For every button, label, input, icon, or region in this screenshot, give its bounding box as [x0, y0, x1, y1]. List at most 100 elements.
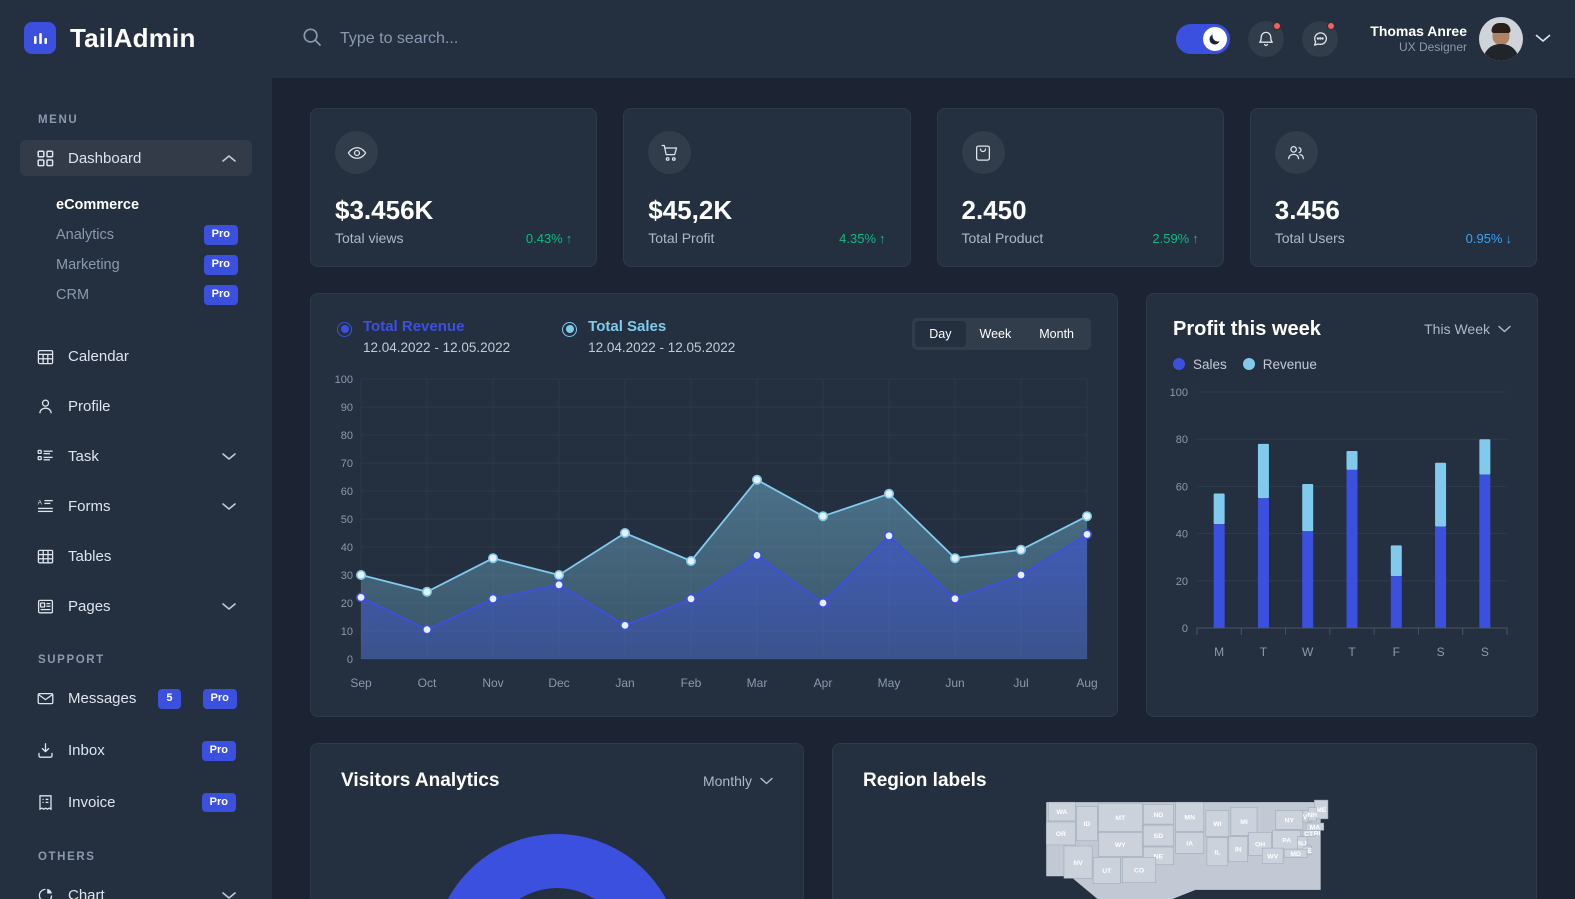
pie-chart-icon	[36, 886, 54, 899]
sidebar-subitem-ecommerce[interactable]: eCommerce	[56, 190, 252, 220]
svg-text:20: 20	[1176, 576, 1188, 588]
inbox-download-icon	[36, 742, 54, 760]
sidebar-subitem-crm[interactable]: CRM Pro	[56, 280, 252, 310]
bar-chart-container: 0 20 40 60 80 100 M T W T F S S	[1147, 372, 1537, 687]
stat-cards: $3.456K Total views 0.43% ↑	[310, 108, 1537, 267]
svg-text:SD: SD	[1153, 833, 1163, 840]
sidebar-item-calendar[interactable]: Calendar	[20, 338, 252, 374]
us-map[interactable]: WA OR ID MT ND SD MN WI MI WY NE IA IL IN OH PA NY ME VTNH…	[905, 798, 1465, 899]
stat-delta-value: 0.43%	[525, 230, 563, 246]
svg-text:OR: OR	[1055, 831, 1065, 838]
sidebar-item-label: Forms	[68, 497, 111, 515]
brand[interactable]: TailAdmin	[0, 0, 272, 54]
donut-chart-container	[311, 792, 803, 899]
svg-text:NJ: NJ	[1298, 840, 1307, 847]
svg-text:UT: UT	[1102, 868, 1112, 875]
invoice-icon	[36, 793, 54, 811]
sidebar-item-profile[interactable]: Profile	[20, 388, 252, 424]
range-selector: Day Week Month	[912, 317, 1091, 350]
nav-group-label-others: OTHERS	[38, 851, 96, 864]
svg-text:NE: NE	[1153, 853, 1163, 860]
arrow-down-icon: ↓	[1505, 230, 1513, 246]
region-labels-panel: Region labels WA OR ID MT ND SD MN WI MI WY NE IA IL…	[832, 742, 1537, 899]
sidebar-subitem-analytics[interactable]: Analytics Pro	[56, 220, 252, 250]
visitors-range-dropdown[interactable]: Monthly	[703, 773, 773, 789]
task-list-icon	[36, 447, 54, 465]
dropdown-value: This Week	[1424, 321, 1490, 338]
main-area: Thomas Anree UX Designer	[272, 0, 1575, 899]
stat-label: Total Profit	[648, 229, 715, 246]
radio-icon	[337, 321, 352, 337]
profit-range-dropdown[interactable]: This Week	[1424, 321, 1511, 337]
chevron-down-icon	[1535, 30, 1551, 48]
topbar-actions: Thomas Anree UX Designer	[1176, 17, 1551, 61]
arrow-up-icon: ↑	[879, 230, 886, 246]
svg-text:100: 100	[1170, 387, 1188, 399]
area-chart-container: 0 10 20 30 40 50 60 70 80 90 100 Sep Oct Nov Dec Jan Feb…	[311, 355, 1117, 716]
sidebar-subitem-label: Analytics	[56, 227, 115, 243]
svg-text:IL: IL	[1214, 849, 1220, 856]
svg-text:40: 40	[341, 542, 353, 554]
shopping-bag-icon	[961, 131, 1005, 174]
nav-group-label-menu: MENU	[38, 114, 79, 126]
notification-button[interactable]	[1248, 21, 1285, 57]
range-button-month[interactable]: Month	[1025, 321, 1088, 347]
panel-title: Profit this week	[1173, 317, 1321, 340]
svg-text:60: 60	[341, 486, 353, 498]
pro-badge: Pro	[203, 255, 238, 275]
dashboard-submenu: eCommerce Analytics Pro Marketing Pro CR…	[0, 176, 272, 314]
dropdown-value: Monthly	[702, 772, 752, 789]
visitors-panel-header: Visitors Analytics Monthly	[311, 744, 803, 792]
user-icon	[36, 397, 54, 415]
calendar-icon	[36, 347, 54, 365]
search-bar[interactable]	[302, 27, 1160, 52]
bar-chart[interactable]: 0 20 40 60 80 100 M T W T F S S	[1161, 382, 1515, 672]
range-button-week[interactable]: Week	[966, 321, 1026, 347]
legend-label: Total Revenue	[363, 317, 465, 335]
sidebar-item-forms[interactable]: A Forms	[20, 488, 252, 524]
messages-button[interactable]	[1302, 21, 1339, 57]
chevron-down-icon	[222, 448, 236, 465]
arrow-up-icon: ↑	[1192, 230, 1199, 246]
svg-text:May: May	[878, 676, 901, 690]
stat-delta-value: 4.35%	[839, 230, 876, 246]
user-menu[interactable]: Thomas Anree UX Designer	[1370, 17, 1551, 61]
svg-text:T: T	[1348, 645, 1356, 659]
sidebar-item-task[interactable]: Task	[20, 438, 252, 474]
svg-text:50: 50	[341, 514, 353, 526]
legend-total-revenue[interactable]: Total Revenue 12.04.2022 - 12.05.2022	[337, 318, 510, 355]
sidebar-item-chart[interactable]: Chart	[20, 877, 252, 899]
dark-mode-toggle[interactable]	[1176, 24, 1231, 54]
sidebar-subitem-label: eCommerce	[56, 197, 140, 213]
chevron-down-icon	[222, 498, 236, 515]
area-chart[interactable]: 0 10 20 30 40 50 60 70 80 90 100 Sep Oct Nov Dec Jan Feb…	[325, 371, 1098, 701]
donut-chart[interactable]	[407, 808, 707, 899]
svg-text:60: 60	[1176, 481, 1188, 493]
bottom-row: Visitors Analytics Monthly Region labels	[310, 742, 1537, 899]
legend-total-sales[interactable]: Total Sales 12.04.2022 - 12.05.2022	[562, 318, 735, 355]
bar-chart-logo-icon	[24, 22, 56, 54]
svg-text:Jul: Jul	[1013, 676, 1028, 690]
sidebar-item-messages[interactable]: Messages 5 Pro	[20, 680, 252, 718]
svg-text:NV: NV	[1073, 859, 1083, 866]
search-input[interactable]	[340, 30, 760, 48]
range-button-day[interactable]: Day	[915, 320, 966, 347]
stat-card-total-profit: $45,2K Total Profit 4.35% ↑	[623, 108, 911, 267]
sidebar-item-label: Pages	[68, 597, 111, 615]
svg-text:MT: MT	[1115, 815, 1126, 822]
sidebar-item-tables[interactable]: Tables	[20, 538, 252, 574]
sidebar-item-inbox[interactable]: Inbox Pro	[20, 732, 252, 770]
stat-value: 2.450	[961, 195, 1027, 225]
pro-badge: Pro	[201, 740, 236, 761]
sidebar-item-dashboard[interactable]: Dashboard	[20, 140, 252, 176]
svg-text:MI: MI	[1240, 819, 1248, 826]
eye-icon	[335, 131, 378, 174]
table-icon	[36, 547, 54, 565]
sidebar-item-pages[interactable]: Pages	[20, 588, 252, 624]
stat-delta-value: 2.59%	[1152, 230, 1190, 246]
stat-delta: 0.43% ↑	[526, 231, 572, 246]
sidebar-subitem-marketing[interactable]: Marketing Pro	[56, 250, 252, 280]
stat-delta: 2.59% ↑	[1152, 231, 1198, 246]
sidebar-item-invoice[interactable]: Invoice Pro	[20, 784, 252, 822]
